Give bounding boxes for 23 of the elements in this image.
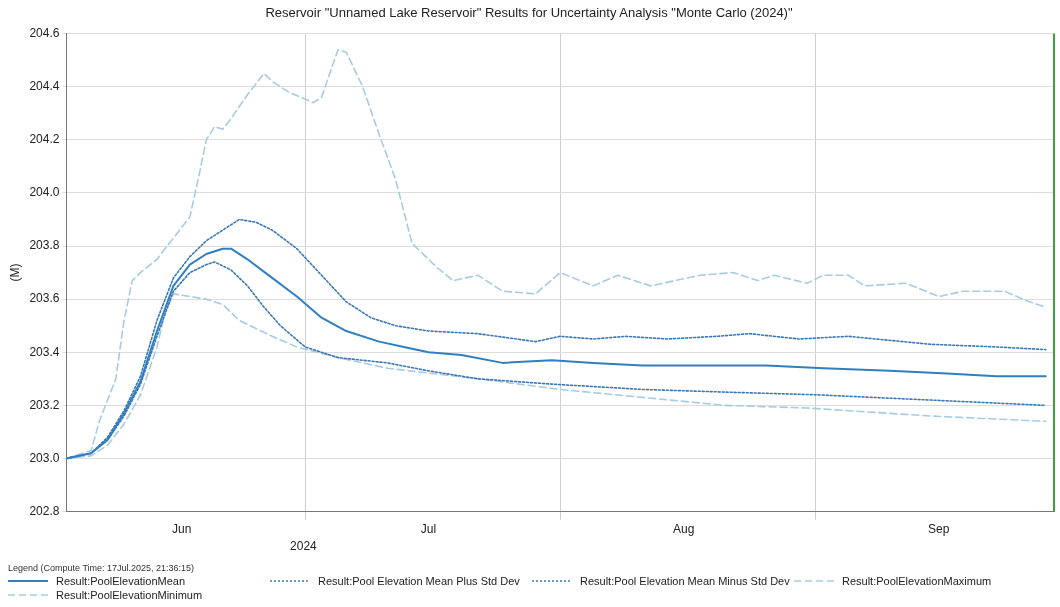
y-tick-label: 204.4 [29,79,60,94]
legend-label: Result:PoolElevationMean [56,575,186,587]
y-tick-label: 202.8 [29,503,60,518]
legend-label: Result:Pool Elevation Mean Minus Std Dev [580,575,790,587]
legend-label: Result:PoolElevationMinimum [56,589,203,601]
x-tick-label: Jul [420,522,437,537]
x-tick-label: Aug [672,522,695,537]
text: 2024 [290,538,318,553]
legend-label: Result:Pool Elevation Mean Plus Std Dev [318,575,520,587]
y-axis-title: (M) [7,263,22,282]
y-tick-label: 203.2 [29,397,60,412]
y-tick-label: 203.8 [29,238,60,253]
legend-title: Legend (Compute Time: 17Jul.2025, 21:36:15) [8,563,196,573]
y-tick-label: 203.4 [29,344,60,359]
x-tick-label: Sep [928,522,950,537]
y-tick-label: 204.2 [29,132,60,147]
y-tick-label: 204.6 [29,25,60,40]
legend-label: Result:PoolElevationMaximum [842,575,992,587]
chart-title: Reservoir "Unnamed Lake Reservoir" Results for Uncertainty Analysis "Monte Carlo (2024)" [265,5,793,21]
y-tick-label: 203.0 [29,450,60,465]
x-tick-label: Jun [171,522,192,537]
y-tick-label: 204.0 [29,185,60,200]
y-tick-label: 203.6 [29,291,60,306]
